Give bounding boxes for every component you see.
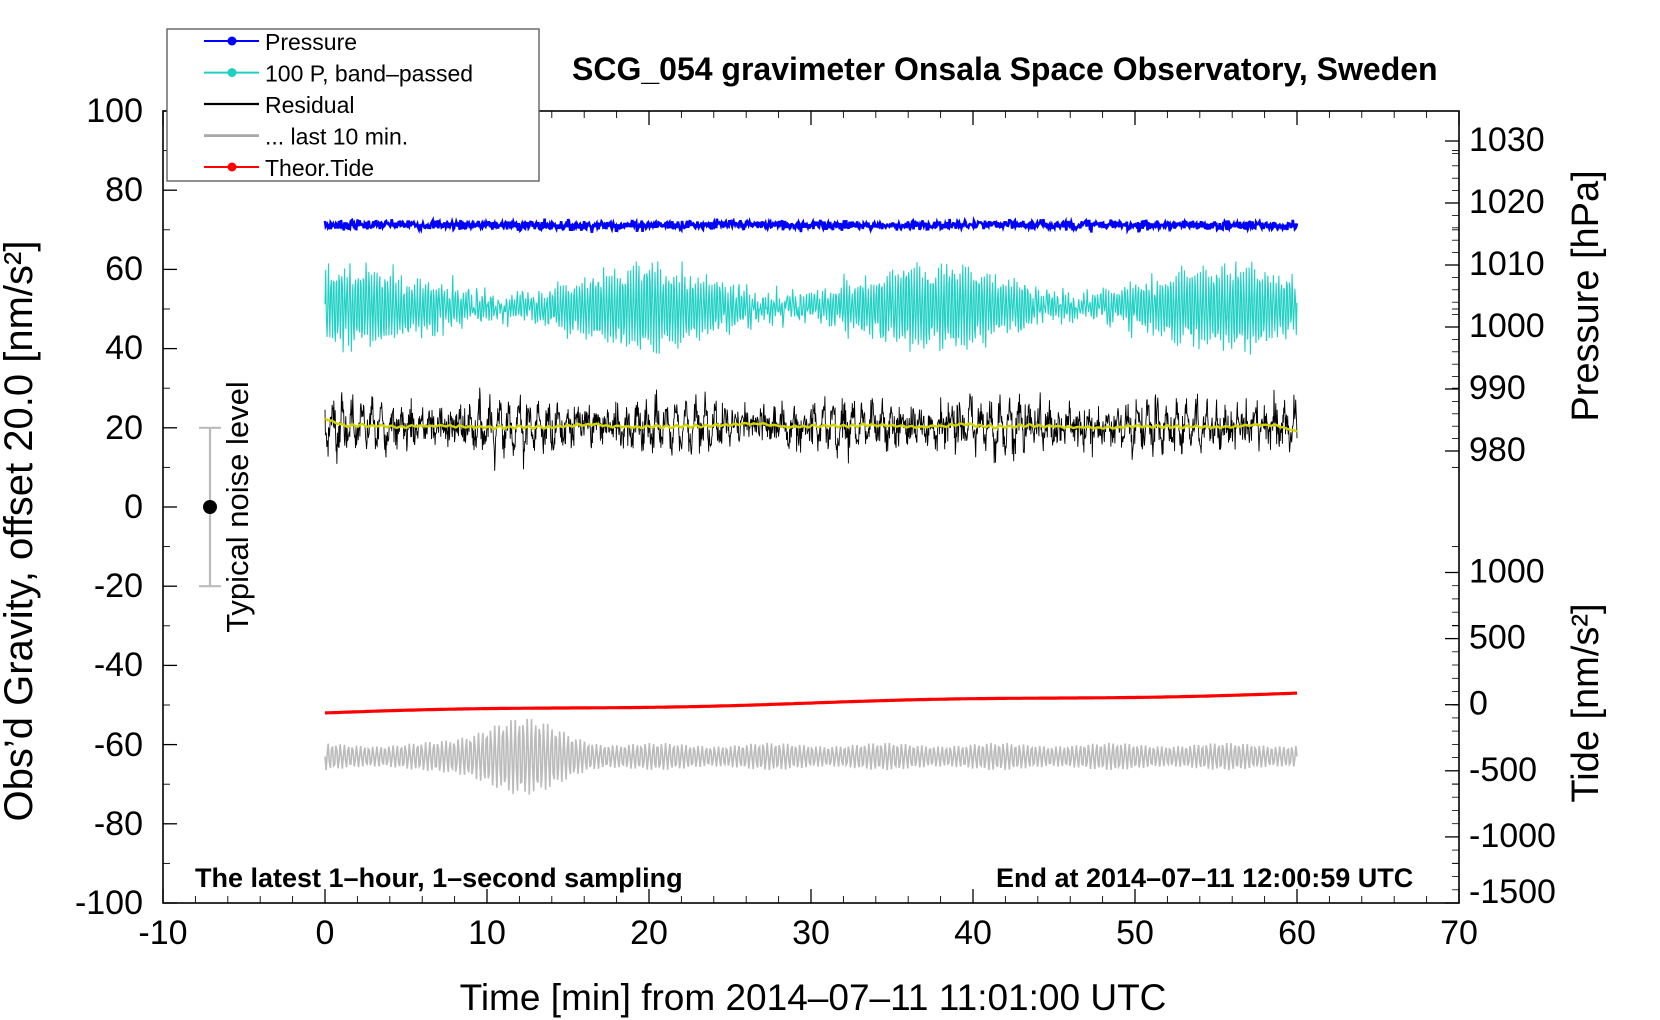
svg-text:-80: -80 xyxy=(94,805,143,843)
svg-text:Residual: Residual xyxy=(265,92,355,118)
svg-text:500: 500 xyxy=(1469,619,1526,657)
svg-text:Typical noise level: Typical noise level xyxy=(220,381,255,633)
svg-text:Obs’d Gravity, offset 20.0 [nm: Obs’d Gravity, offset 20.0 [nm/s²] xyxy=(0,241,41,822)
svg-text:60: 60 xyxy=(105,250,143,288)
svg-text:Time [min] from 2014–07–11 11:: Time [min] from 2014–07–11 11:01:00 UTC xyxy=(460,977,1167,1018)
svg-text:-100: -100 xyxy=(75,884,143,922)
svg-text:-10: -10 xyxy=(138,914,187,952)
svg-text:-60: -60 xyxy=(94,726,143,764)
svg-text:50: 50 xyxy=(1116,914,1154,952)
svg-text:-20: -20 xyxy=(94,567,143,605)
svg-text:Pressure [hPa]: Pressure [hPa] xyxy=(1565,170,1607,421)
svg-text:20: 20 xyxy=(630,914,668,952)
svg-text:60: 60 xyxy=(1278,914,1316,952)
svg-text:10: 10 xyxy=(468,914,506,952)
svg-text:20: 20 xyxy=(105,409,143,447)
svg-text:70: 70 xyxy=(1440,914,1478,952)
svg-text:-1000: -1000 xyxy=(1469,817,1556,855)
svg-text:The latest 1–hour, 1–second sa: The latest 1–hour, 1–second sampling xyxy=(195,863,683,893)
svg-text:40: 40 xyxy=(954,914,992,952)
svg-text:30: 30 xyxy=(792,914,830,952)
svg-text:0: 0 xyxy=(316,914,335,952)
svg-text:1020: 1020 xyxy=(1469,183,1545,221)
svg-text:100: 100 xyxy=(86,92,143,130)
svg-text:End at 2014–07–11 12:00:59 UTC: End at 2014–07–11 12:00:59 UTC xyxy=(996,863,1413,893)
svg-text:0: 0 xyxy=(124,488,143,526)
svg-text:80: 80 xyxy=(105,171,143,209)
svg-text:40: 40 xyxy=(105,329,143,367)
svg-text:980: 980 xyxy=(1469,431,1526,469)
svg-text:0: 0 xyxy=(1469,685,1488,723)
svg-text:100 P, band–passed: 100 P, band–passed xyxy=(265,61,473,87)
svg-text:1000: 1000 xyxy=(1469,307,1545,345)
svg-text:Pressure: Pressure xyxy=(265,29,357,55)
svg-text:SCG_054 gravimeter Onsala Spac: SCG_054 gravimeter Onsala Space Observat… xyxy=(572,51,1438,87)
svg-text:1030: 1030 xyxy=(1469,121,1545,159)
svg-text:-40: -40 xyxy=(94,646,143,684)
svg-text:-1500: -1500 xyxy=(1469,873,1556,911)
svg-text:-500: -500 xyxy=(1469,751,1537,789)
svg-text:1000: 1000 xyxy=(1469,553,1545,591)
svg-text:1010: 1010 xyxy=(1469,245,1545,283)
svg-text:Tide [nm/s²]: Tide [nm/s²] xyxy=(1565,603,1607,802)
svg-text:Theor.Tide: Theor.Tide xyxy=(265,155,374,181)
svg-text:... last 10 min.: ... last 10 min. xyxy=(265,124,408,150)
svg-text:990: 990 xyxy=(1469,369,1526,407)
